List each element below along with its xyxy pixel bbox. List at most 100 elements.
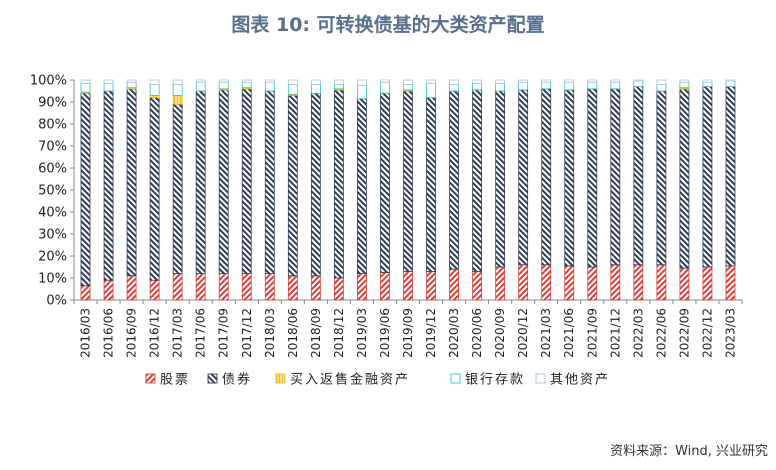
y-tick-label: 60% (38, 162, 67, 177)
bar-segment-diag-red (610, 264, 621, 301)
bar-segment-solid-lightblue (702, 79, 713, 83)
x-tick-label: 2020/03 (447, 308, 461, 358)
bar-segment-solid-lightblue (725, 79, 736, 82)
bar-segment-diag-red (403, 270, 413, 301)
bar-stack (126, 79, 137, 301)
bar-segment-solid-lightblue (541, 79, 552, 83)
x-tick-label: 2018/06 (286, 308, 300, 358)
bar-segment-diag-navy (564, 89, 575, 267)
y-tick-label: 20% (38, 250, 67, 265)
bar-stack (241, 79, 252, 301)
bar-segment-solid-lightblue (656, 79, 667, 85)
bar-segment-solid-cyan (218, 81, 229, 90)
bar-segment-solid-cyan (103, 82, 114, 92)
bar-segment-diag-red (218, 273, 229, 301)
bar-segment-solid-cyan (725, 80, 736, 87)
bar-stack (472, 79, 483, 301)
x-tick-label: 2017/03 (171, 308, 185, 358)
bar-segment-solid-cyan (80, 82, 91, 93)
y-tick-label: 0% (46, 294, 67, 309)
bar-segment-diag-red (702, 266, 713, 301)
y-tick-label: 10% (38, 272, 67, 287)
bar-stack (103, 79, 114, 301)
bar-segment-solid-cyan (610, 81, 621, 90)
bar-segment-solid-cyan (472, 82, 483, 91)
bar-segment-diag-navy (333, 89, 344, 279)
bar-segment-solid-cyan (149, 84, 160, 96)
bar-segment-solid-cyan (495, 82, 506, 92)
bar-segment-diag-red (541, 264, 552, 301)
bar-segment-diag-navy (518, 89, 529, 266)
bar-segment-solid-lightblue (610, 79, 621, 83)
bar-segment-diag-red (518, 264, 529, 301)
bar-segment-diag-navy (656, 90, 667, 266)
bar-segment-diag-navy (449, 90, 459, 270)
legend-item: 买入返售金融资产 (275, 372, 408, 388)
y-tick-label: 40% (38, 206, 67, 221)
bar-segment-diag-red (310, 275, 321, 301)
bar-segment-solid-lightblue (472, 79, 483, 84)
bar-segment-solid-lightblue (218, 79, 229, 83)
bar-segment-diag-navy (357, 98, 367, 274)
bar-stack (541, 79, 552, 301)
bar-segment-diag-navy (310, 92, 321, 277)
bar-segment-solid-cyan (403, 84, 413, 91)
bar-segment-solid-lightblue (149, 79, 160, 85)
bar-segment-diag-red (149, 279, 160, 301)
legend-item: 其他资产 (535, 373, 608, 388)
bar-stack (449, 79, 459, 301)
x-tick-label: 2016/06 (102, 308, 116, 358)
bar-segment-solid-lightblue (103, 79, 114, 84)
bar-segment-solid-cyan (333, 84, 344, 90)
bar-segment-solid-lightblue (564, 79, 575, 83)
bar-segment-diag-red (587, 266, 598, 301)
bar-stack (656, 79, 667, 301)
legend-item: 股票 (145, 373, 188, 388)
axes: 0% 10% 20% 30% 40% 50% 60% 70% 80% 90% 100% (30, 74, 743, 309)
bar-segment-solid-lightblue (357, 79, 367, 86)
bar-segment-solid-cyan (126, 81, 137, 89)
bar-stack (195, 79, 206, 301)
bar-stack (725, 79, 736, 301)
bar-segment-solid-lightblue (587, 79, 598, 83)
bar-segment-diag-red (564, 265, 575, 301)
x-tick-label: 2022/09 (677, 308, 691, 358)
bar-segment-solid-lightblue (380, 79, 390, 83)
legend-label: 债券 (222, 372, 252, 388)
bar-stack (610, 79, 621, 301)
bar-segment-diag-red (80, 285, 91, 301)
x-tick-label: 2019/03 (355, 308, 369, 358)
x-tick-label: 2016/12 (148, 308, 162, 358)
bar-segment-solid-cyan (541, 81, 552, 90)
x-tick-label: 2016/03 (79, 308, 93, 358)
x-tick-label: 2017/12 (240, 308, 254, 358)
bar-segment-diag-navy (725, 86, 736, 267)
bar-segment-diag-red (172, 273, 183, 301)
x-tick-labels: 2016/03 2016/06 2016/09 2016/12 2017/03 2017/… (79, 308, 738, 358)
bar-segment-solid-lightblue (426, 79, 436, 84)
bar-stack (403, 79, 413, 301)
legend: 股票 债券 买入返售金融资产 银行存款 其他资产 (145, 372, 608, 388)
bar-segment-diag-red (241, 273, 252, 301)
bar-segment-diag-navy (149, 97, 160, 281)
bar-segment-diag-navy (679, 88, 690, 269)
bar-segment-diag-navy (587, 88, 598, 268)
x-tick-label: 2021/09 (585, 308, 599, 358)
bar-segment-diag-navy (495, 90, 506, 268)
bar-segment-solid-lightblue (172, 79, 183, 85)
bar-segment-solid-cyan (656, 84, 667, 92)
bar-segment-solid-cyan (310, 84, 321, 94)
bar-stack (564, 79, 575, 301)
bar-segment-diag-navy (80, 92, 91, 287)
bar-stack (587, 79, 598, 301)
bar-segment-diag-red (264, 273, 275, 301)
bar-segment-solid-cyan (679, 81, 690, 89)
legend-label: 银行存款 (465, 373, 525, 388)
bar-segment-diag-red (287, 275, 298, 301)
bar-segment-diag-red (633, 264, 644, 301)
bar-stack (357, 79, 367, 301)
x-tick-label: 2020/12 (516, 308, 530, 358)
legend-swatch (535, 373, 546, 384)
bar-segment-diag-red (725, 265, 736, 301)
